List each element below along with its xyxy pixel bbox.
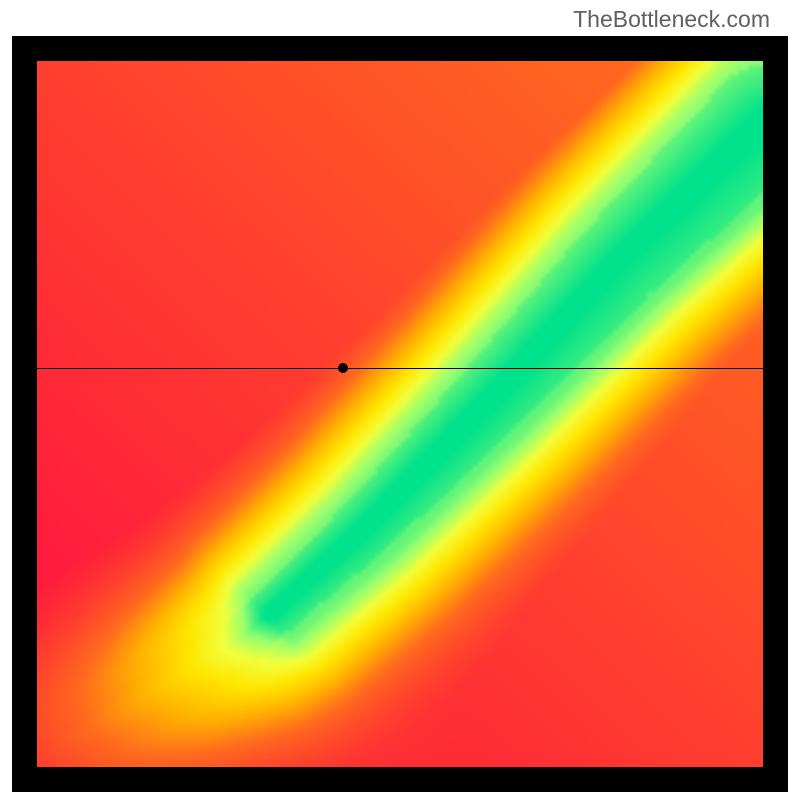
watermark-text: TheBottleneck.com xyxy=(573,6,770,33)
chart-container: TheBottleneck.com xyxy=(0,0,800,800)
heatmap-canvas xyxy=(37,61,763,767)
chart-frame xyxy=(12,36,788,792)
crosshair-marker xyxy=(338,363,348,373)
crosshair-horizontal xyxy=(37,368,763,369)
plot-area xyxy=(37,61,763,767)
